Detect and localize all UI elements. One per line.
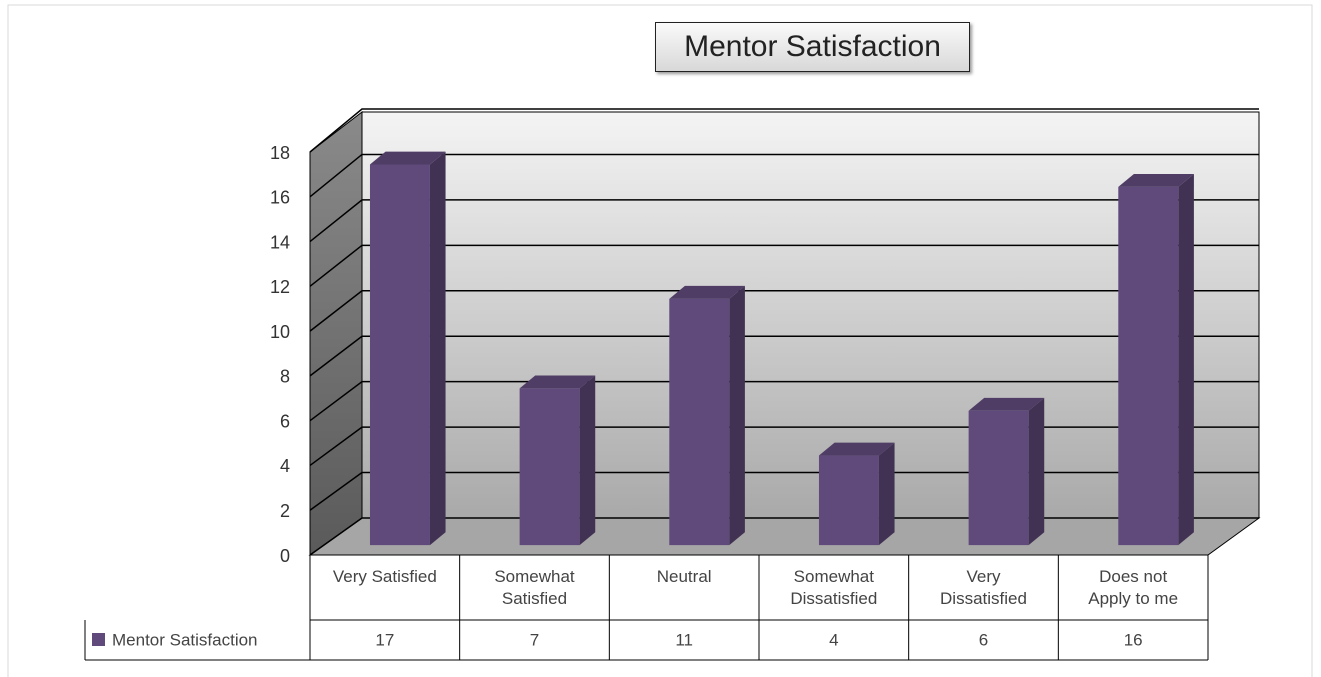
bar-side (729, 285, 745, 546)
category-text: Very Dissatisfied (940, 567, 1027, 608)
legend-swatch (92, 633, 105, 646)
y-tick-label: 0 (280, 546, 290, 566)
bar-side (1178, 173, 1194, 546)
data-table-value: 7 (530, 630, 539, 649)
x-tick-label: Somewhat Satisfied (460, 566, 610, 610)
y-tick-label: 18 (270, 143, 290, 163)
y-tick-label: 16 (270, 188, 290, 208)
bar-top (1118, 173, 1194, 187)
category-text: Somewhat Dissatisfied (790, 567, 878, 608)
y-tick-label: 2 (280, 501, 290, 521)
bar-top (968, 397, 1045, 411)
x-tick-label: Very Dissatisfied (909, 566, 1059, 610)
bar-top (818, 442, 895, 456)
chart-title: Mentor Satisfaction (655, 22, 970, 72)
x-tick-label: Somewhat Dissatisfied (759, 566, 909, 610)
grid-line (309, 380, 1259, 422)
grid-line (309, 153, 1259, 198)
bar-side (878, 442, 895, 546)
bar-side (1028, 397, 1045, 546)
grid-line (309, 426, 1259, 467)
data-table-value: 6 (979, 630, 988, 649)
category-text: Neutral (656, 567, 712, 586)
grid-line (309, 517, 1259, 556)
side-wall (309, 110, 363, 556)
x-tick-label: Does not Apply to me (1058, 566, 1208, 610)
grid-line (309, 199, 1259, 243)
category-text: Very Satisfied (332, 567, 437, 586)
y-tick-label: 14 (270, 232, 290, 252)
bar (519, 388, 580, 546)
grid-line (309, 108, 1259, 153)
category-text: Somewhat Satisfied (494, 567, 575, 608)
bar (818, 455, 879, 546)
y-tick-label: 12 (270, 277, 290, 297)
floor (308, 517, 1261, 556)
y-tick-label: 8 (280, 367, 290, 387)
bar (1118, 186, 1179, 546)
y-tick-label: 6 (280, 411, 290, 431)
grid-line (309, 471, 1259, 511)
x-tick-label: Neutral (609, 566, 759, 588)
bar (669, 298, 730, 546)
x-tick-label: Very Satisfied (310, 566, 460, 588)
bar-top (669, 285, 745, 299)
bar (369, 164, 430, 546)
bar-side (579, 375, 596, 546)
grid-line (309, 335, 1259, 377)
grid-line (309, 290, 1259, 332)
bar (968, 410, 1029, 546)
data-table-value: 17 (375, 630, 394, 649)
data-table-value: 11 (675, 630, 693, 649)
bar-top (369, 151, 446, 165)
bar-top (519, 375, 596, 389)
category-text: Does not Apply to me (1088, 567, 1179, 608)
legend-label: Mentor Satisfaction (112, 630, 258, 649)
y-tick-label: 10 (270, 322, 290, 342)
y-tick-label: 4 (280, 456, 290, 476)
grid-line (309, 244, 1259, 287)
chart-border (7, 4, 1313, 677)
bar-side (429, 151, 446, 546)
data-table-value: 16 (1124, 630, 1143, 649)
data-table-value: 4 (829, 630, 838, 649)
